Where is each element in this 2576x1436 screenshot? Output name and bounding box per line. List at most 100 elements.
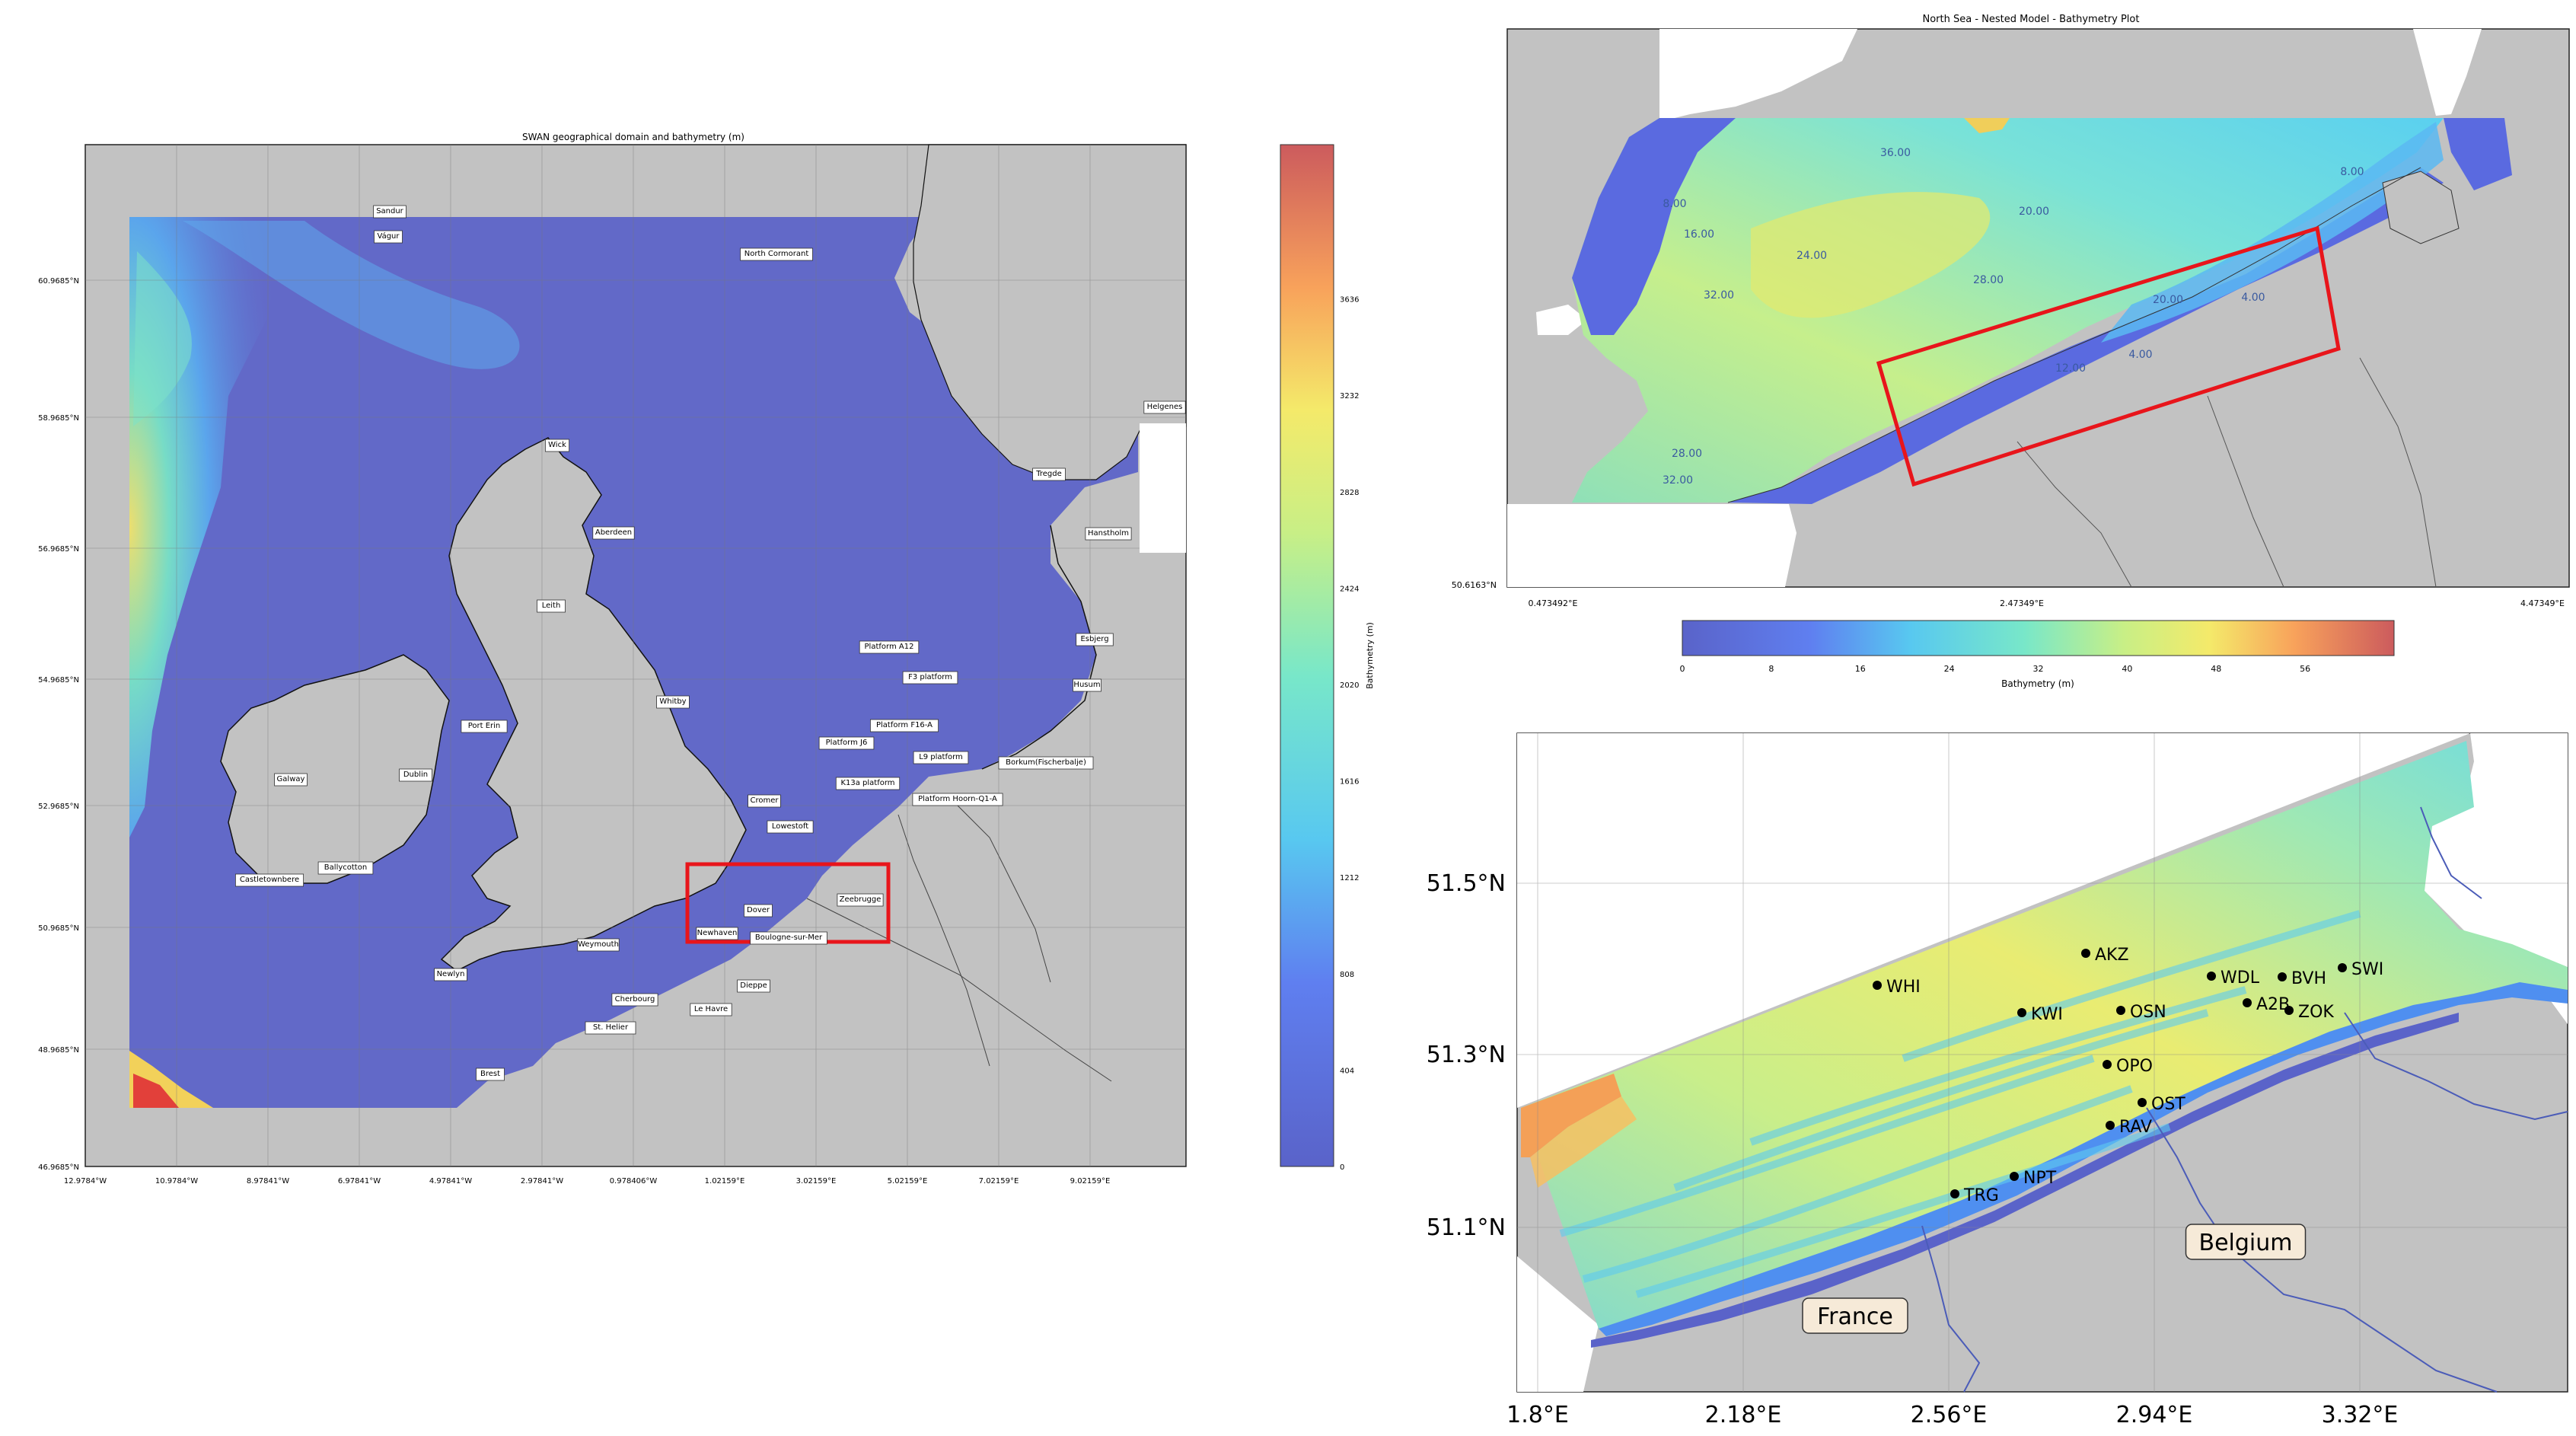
panel-a-lon-tick: 1.02159°E: [705, 1177, 745, 1185]
panel-c-station-marker: [2116, 1006, 2125, 1015]
panel-a-lon-tick: 8.97841°W: [247, 1177, 289, 1185]
panel-c-lat-tick: 51.3°N: [1427, 1042, 1506, 1068]
panel-c-station-marker: [2017, 1008, 2026, 1017]
panel-c-country-label: France: [1802, 1297, 1908, 1334]
panel-c-map: [1516, 732, 2568, 1393]
svg-text:Platform Hoorn-Q1-A: Platform Hoorn-Q1-A: [918, 795, 997, 803]
panel-a-place-label: Dieppe: [737, 979, 770, 993]
panel-b-colorbar-tick: 24: [1944, 664, 1955, 674]
panel-b-lon-tick: 4.47349°E: [2520, 598, 2565, 608]
panel-b-colorbar-tick: 16: [1855, 664, 1866, 674]
panel-b-contour-label: 20.00: [2019, 206, 2049, 218]
svg-text:Ballycotton: Ballycotton: [324, 863, 367, 872]
panel-c-station-marker: [2243, 998, 2252, 1007]
panel-a-place-label: Lowestoft: [767, 820, 814, 834]
panel-a-place-label: Dublin: [399, 768, 432, 782]
svg-text:Galway: Galway: [277, 775, 305, 783]
panel-b-colorbar-tick: 40: [2122, 664, 2132, 674]
svg-text:Cromer: Cromer: [751, 796, 779, 805]
panel-b-contour-label: 8.00: [1663, 198, 1686, 210]
panel-b-title: North Sea - Nested Model - Bathymetry Pl…: [1923, 14, 2140, 25]
panel-a-lat-tick: 52.9685°N: [38, 803, 79, 811]
panel-b-contour-label: 32.00: [1663, 474, 1693, 487]
panel-a-place-label: Castletownbere: [234, 873, 304, 887]
panel-a-place-label: Newhaven: [696, 927, 738, 940]
svg-text:Castletownbere: Castletownbere: [240, 876, 299, 884]
panel-b-contour-label: 12.00: [2055, 362, 2086, 375]
panel-a-lon-tick: 3.02159°E: [796, 1177, 837, 1185]
panel-a-place-label: Platform F16-A: [870, 719, 939, 732]
svg-text:Leith: Leith: [542, 602, 561, 610]
panel-c-station-label: OSN: [2130, 1003, 2166, 1022]
svg-text:Hanstholm: Hanstholm: [1088, 529, 1129, 538]
svg-text:Zeebrugge: Zeebrugge: [840, 895, 882, 904]
panel-a-place-label: Borkum(Fischerbalje): [998, 756, 1094, 770]
svg-text:Dieppe: Dieppe: [740, 981, 767, 990]
panel-a-place-label: Dover: [744, 904, 773, 917]
panel-c-lat-tick: 51.5°N: [1427, 870, 1506, 897]
svg-text:Esbjerg: Esbjerg: [1080, 635, 1108, 643]
panel-a-colorbar-tick: 1616: [1340, 778, 1359, 787]
panel-b-colorbar-tick: 0: [1680, 664, 1685, 674]
svg-text:North Cormorant: North Cormorant: [744, 250, 809, 258]
panel-a-lon-tick: 5.02159°E: [888, 1177, 928, 1185]
panel-a-place-label: Hanstholm: [1085, 527, 1132, 541]
svg-text:Whitby: Whitby: [659, 697, 686, 706]
svg-text:F3 platform: F3 platform: [908, 673, 952, 681]
panel-b-highlight-box: [1876, 225, 2341, 487]
svg-text:Sandur: Sandur: [376, 207, 403, 215]
panel-c-station-marker: [2284, 1006, 2294, 1015]
panel-a-place-label: Tregde: [1032, 467, 1066, 481]
svg-text:Dublin: Dublin: [403, 771, 428, 779]
svg-text:Le Havre: Le Havre: [694, 1005, 728, 1013]
panel-a-place-label: Platform J6: [818, 736, 875, 750]
panel-a-place-label: Husum: [1073, 678, 1101, 692]
panel-c-station-marker: [2010, 1172, 2019, 1181]
panel-a-place-label: Cromer: [748, 794, 781, 808]
panel-c-lat-tick: 51.1°N: [1427, 1214, 1506, 1241]
panel-b-lon-tick: 0.473492°E: [1529, 598, 1578, 608]
panel-a-lat-tick: 46.9685°N: [38, 1163, 79, 1172]
panel-b-contour-label: 8.00: [2340, 166, 2364, 178]
svg-text:Platform F16-A: Platform F16-A: [876, 721, 933, 729]
panel-a-place-label: Whitby: [656, 695, 690, 709]
panel-c-station-label: OST: [2151, 1095, 2185, 1114]
panel-a-colorbar: [1280, 144, 1334, 1167]
panel-c-station-label: OPO: [2116, 1057, 2153, 1076]
svg-text:Husum: Husum: [1073, 681, 1100, 689]
panel-a-place-label: Boulogne-sur-Mer: [750, 931, 827, 945]
panel-c-station-label: TRG: [1963, 1186, 1999, 1205]
panel-c-station-marker: [2106, 1121, 2115, 1130]
panel-c-station-marker: [2081, 949, 2090, 958]
svg-text:Belgium: Belgium: [2199, 1230, 2293, 1256]
panel-c-station-marker: [2138, 1098, 2147, 1107]
panel-c-lon-tick: 1.8°E: [1506, 1402, 1569, 1428]
panel-c-station-label: SWI: [2351, 960, 2383, 979]
svg-text:Borkum(Fischerbalje): Borkum(Fischerbalje): [1006, 758, 1086, 767]
panel-a-place-label: Newlyn: [434, 968, 467, 981]
panel-a-place-label: Wick: [545, 439, 570, 452]
panel-c-lon-tick: 3.32°E: [2322, 1402, 2399, 1428]
panel-b-colorbar-tick: 56: [2300, 664, 2310, 674]
panel-a-colorbar-tick: 0: [1340, 1163, 1344, 1172]
panel-a-place-label: Brest: [476, 1067, 505, 1081]
panel-b-colorbar-label: Bathymetry (m): [2001, 678, 2074, 689]
panel-c-station-marker: [2278, 972, 2287, 981]
panel-a-lat-tick: 54.9685°N: [38, 676, 79, 684]
panel-c-country-label: Belgium: [2185, 1224, 2307, 1260]
panel-b-contour-label: 28.00: [1672, 448, 1702, 460]
panel-a-lat-tick: 60.9685°N: [38, 277, 79, 286]
svg-text:L9 platform: L9 platform: [919, 753, 963, 761]
panel-b-contour-label: 28.00: [1973, 274, 2004, 286]
panel-a-great-britain: [440, 437, 747, 972]
panel-a-colorbar-tick: 808: [1340, 971, 1354, 979]
panel-a-place-label: Zeebrugge: [837, 893, 884, 907]
panel-a-place-label: Le Havre: [690, 1003, 732, 1016]
panel-a-place-label: St. Helier: [585, 1021, 636, 1035]
panel-a-place-label: Aberdeen: [592, 526, 635, 540]
svg-text:Newhaven: Newhaven: [697, 929, 738, 937]
panel-a-place-label: Galway: [274, 773, 308, 787]
panel-a-lon-tick: 12.9784°W: [64, 1177, 107, 1185]
panel-a-place-label: Esbjerg: [1076, 633, 1114, 646]
panel-c-station-label: WHI: [1886, 978, 1921, 997]
